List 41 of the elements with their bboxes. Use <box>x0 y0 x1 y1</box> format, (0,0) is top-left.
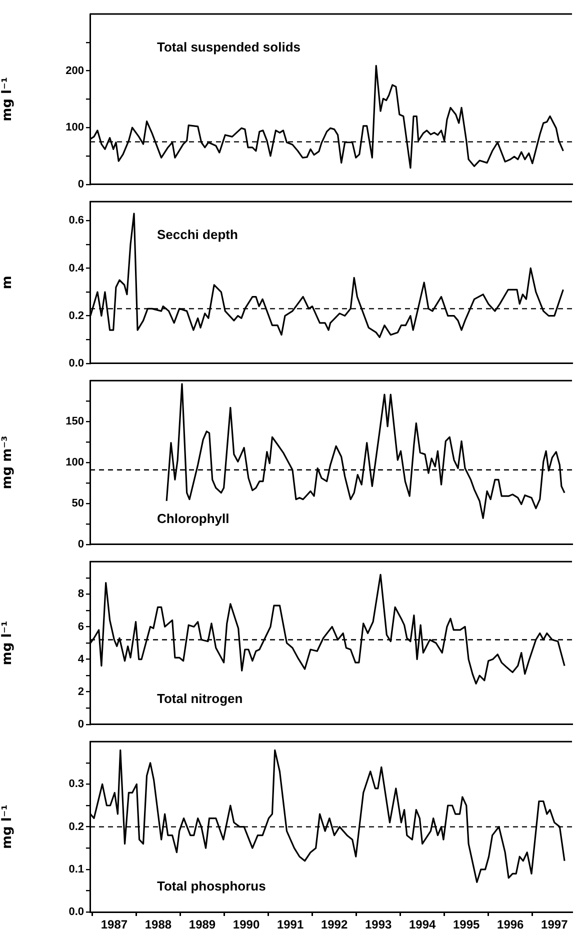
y-tick-label: 100 <box>66 122 84 134</box>
y-tick-label: 200 <box>66 64 84 77</box>
y-tick-label: 0.3 <box>68 778 84 790</box>
text: Total nitrogen <box>157 690 243 706</box>
y-tick-label: 0.2 <box>68 820 84 833</box>
x-tick-label: 1997 <box>541 918 568 932</box>
y-tick-label: 50 <box>72 497 84 510</box>
x-tick-label: 1988 <box>144 918 172 932</box>
y-tick-label: 2 <box>78 686 84 698</box>
text: Total phosphorus <box>157 878 266 894</box>
text: Secchi depth <box>157 227 238 242</box>
x-tick-label: 1996 <box>497 918 524 932</box>
y-axis-title: mg l⁻¹ <box>0 77 16 122</box>
x-tick-label: 1987 <box>100 918 128 932</box>
y-tick-label: 0.0 <box>68 357 84 370</box>
x-tick-label: 1991 <box>276 918 304 932</box>
y-tick-label: 0.0 <box>68 906 84 918</box>
x-tick-label: 1993 <box>364 918 392 932</box>
y-axis-title: mg l⁻¹ <box>0 620 16 666</box>
x-tick-label: 1994 <box>408 918 436 932</box>
y-tick-label: 8 <box>78 588 84 600</box>
x-tick-label: 1992 <box>320 918 348 932</box>
y-tick-label: 0.4 <box>68 262 85 274</box>
y-tick-label: 0.2 <box>68 310 84 322</box>
y-tick-label: 0.6 <box>68 214 84 227</box>
y-tick-label: 0 <box>78 178 84 190</box>
y-tick-label: 0 <box>78 538 84 550</box>
y-axis-title: m <box>0 276 16 290</box>
y-tick-label: 0 <box>78 718 84 730</box>
y-tick-label: 6 <box>78 620 84 633</box>
x-tick-label: 1995 <box>453 918 480 932</box>
text: Chlorophyll <box>157 510 230 526</box>
y-axis-title: mg l⁻¹ <box>0 804 16 849</box>
x-tick-label: 1990 <box>232 918 260 932</box>
x-tick-label: 1989 <box>188 918 216 932</box>
y-tick-label: 4 <box>78 653 85 666</box>
y-axis-title: mg m⁻³ <box>0 436 16 490</box>
y-tick-label: 100 <box>66 456 84 469</box>
y-tick-label: 150 <box>66 416 84 428</box>
y-tick-label: 0.1 <box>68 863 84 876</box>
text: Total suspended solids <box>157 40 301 55</box>
